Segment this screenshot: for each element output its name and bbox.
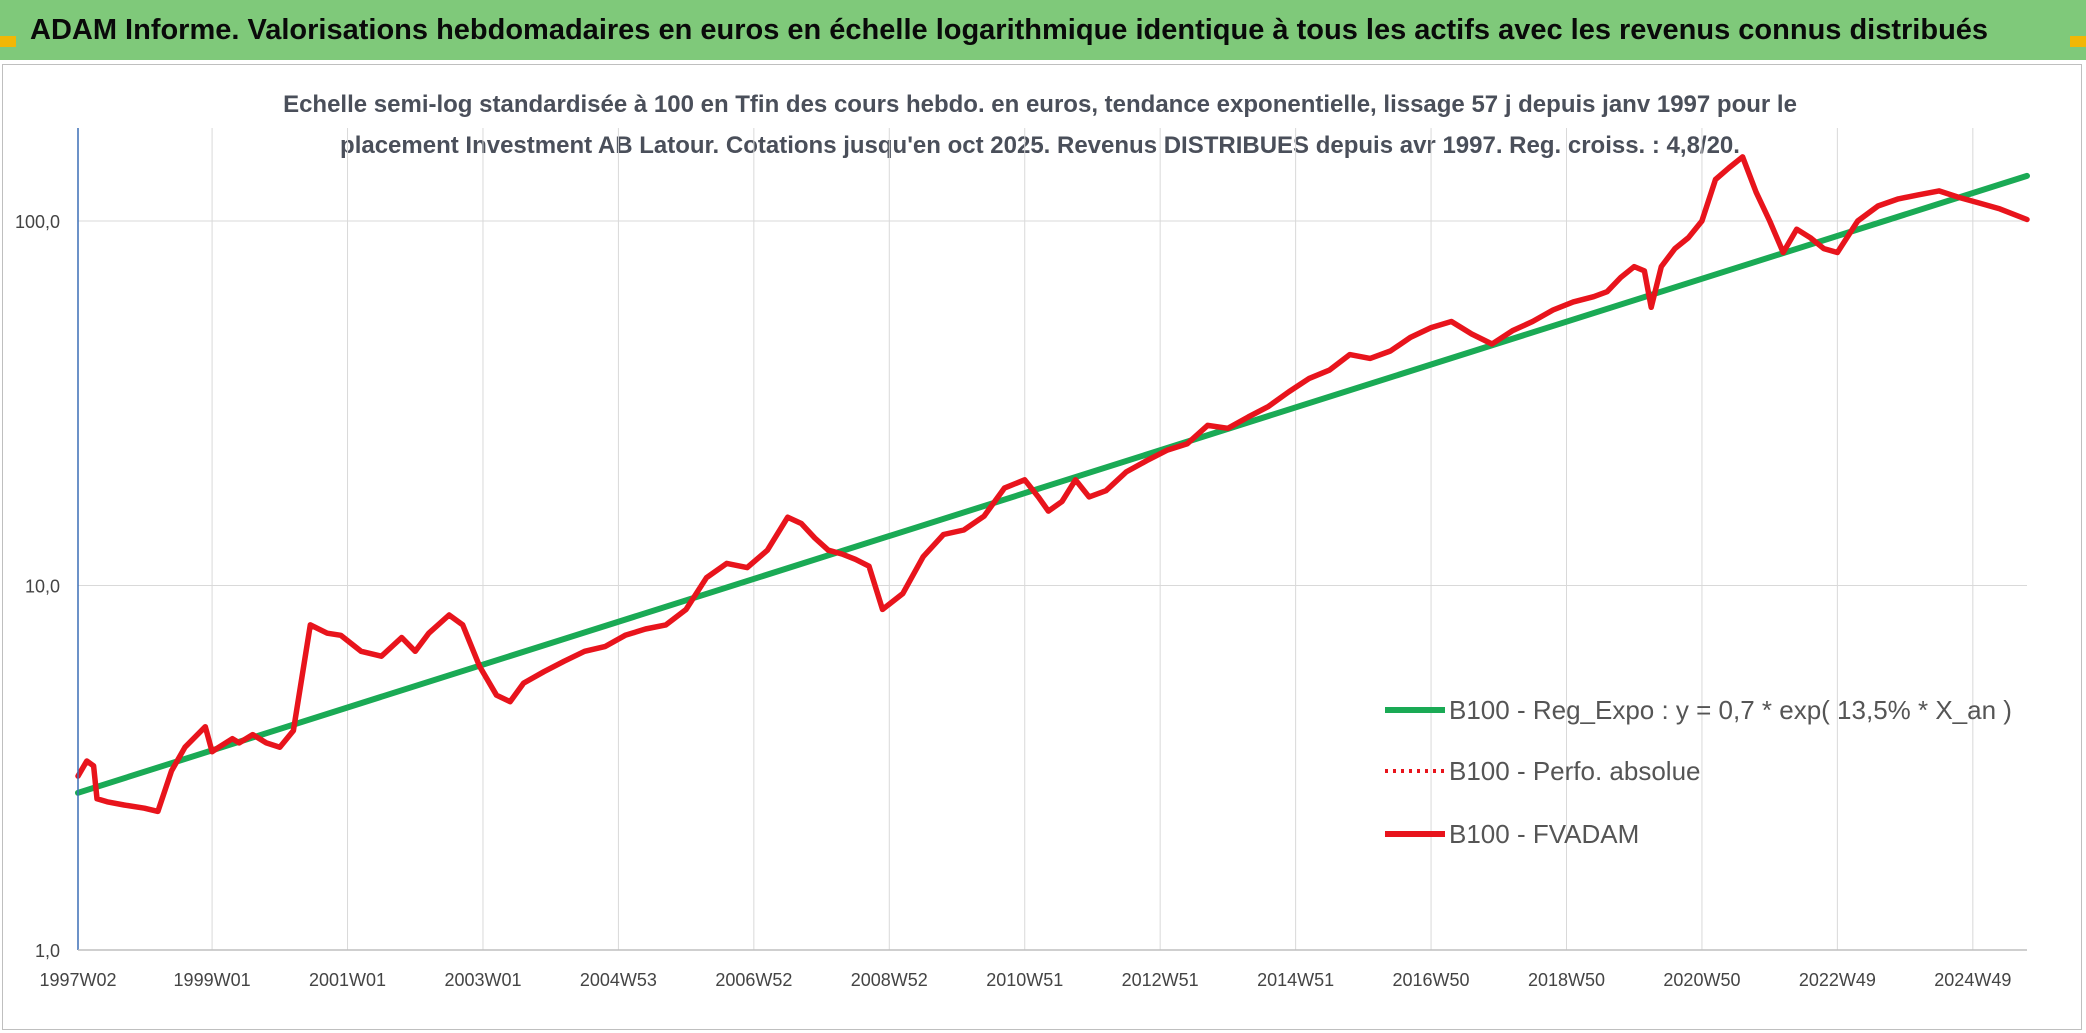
x-tick-label: 2008W52 [851, 970, 928, 990]
chart-subtitle: Echelle semi-log standardisée à 100 en T… [230, 84, 1850, 166]
x-tick-label: 2020W50 [1663, 970, 1740, 990]
chart-subtitle-line-2: placement Investment AB Latour. Cotation… [340, 132, 1740, 159]
chart-subtitle-line-1: Echelle semi-log standardisée à 100 en T… [283, 91, 1797, 118]
x-tick-label: 2018W50 [1528, 970, 1605, 990]
x-tick-label: 1997W02 [39, 970, 116, 990]
series-line-1 [75, 172, 2030, 796]
series-layer [75, 154, 2030, 815]
x-tick-label: 2010W51 [986, 970, 1063, 990]
legend-label-3: B100 - FVADAM [1449, 819, 1639, 849]
x-tick-label: 2006W52 [715, 970, 792, 990]
series-line-3 [75, 154, 2030, 815]
y-tick-label: 10,0 [25, 577, 60, 597]
x-tick-label: 2022W49 [1799, 970, 1876, 990]
grid-layer [78, 128, 2027, 950]
page-header-banner: ADAM Informe. Valorisations hebdomadaire… [0, 0, 2086, 60]
legend-label-2: B100 - Perfo. absolue [1449, 756, 1701, 786]
x-tick-label: 2016W50 [1393, 970, 1470, 990]
x-tick-label: 2012W51 [1122, 970, 1199, 990]
page-title: ADAM Informe. Valorisations hebdomadaire… [30, 13, 1989, 46]
corner-marker-left [0, 36, 16, 47]
x-tick-label: 2014W51 [1257, 970, 1334, 990]
legend-label-1: B100 - Reg_Expo : y = 0,7 * exp( 13,5% *… [1449, 695, 2012, 725]
axis-layer: 1997W02 1999W01 2001W01 2003W01 2004W53 2006W… [15, 128, 2027, 990]
chart-legend: B100 - Reg_Expo : y = 0,7 * exp( 13,5% *… [1385, 695, 2012, 849]
corner-marker-right [2070, 36, 2086, 47]
x-tick-label: 2003W01 [444, 970, 521, 990]
y-tick-label: 1,0 [35, 941, 60, 961]
x-tick-label: 2024W49 [1934, 970, 2011, 990]
x-tick-label: 2001W01 [309, 970, 386, 990]
x-tick-label: 2004W53 [580, 970, 657, 990]
y-tick-label: 100,0 [15, 212, 60, 232]
chart-frame [2, 64, 2082, 1030]
x-tick-label: 1999W01 [174, 970, 251, 990]
